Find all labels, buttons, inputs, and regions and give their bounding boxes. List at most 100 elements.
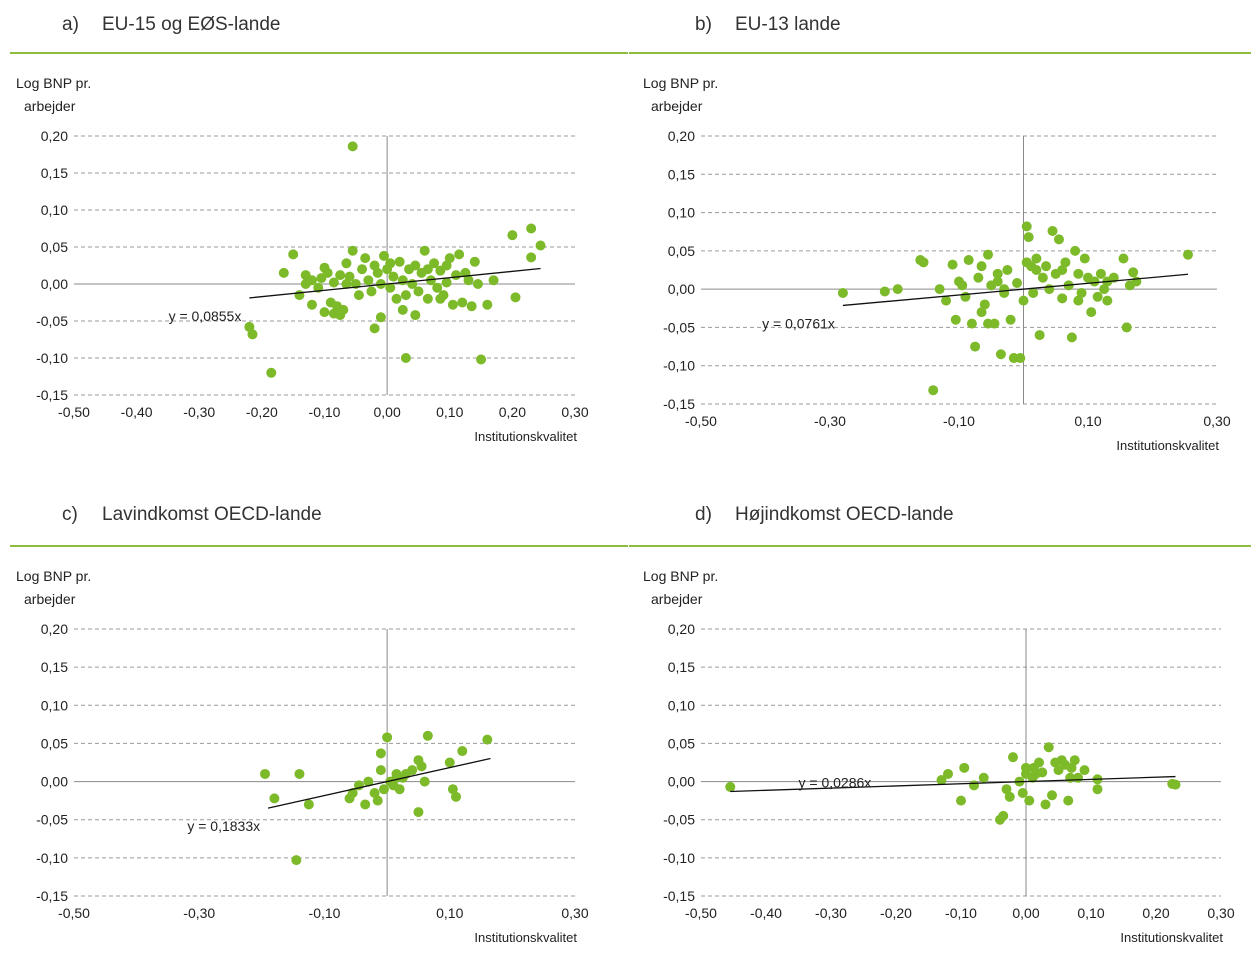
y-tick-label: 0,20 (41, 128, 68, 144)
data-point (966, 318, 977, 329)
data-point (936, 775, 947, 786)
data-point (372, 795, 383, 806)
data-point (1092, 291, 1103, 302)
data-point (451, 791, 462, 802)
data-point (1024, 795, 1035, 806)
y-axis-label: arbejder (651, 591, 703, 607)
data-point (410, 260, 421, 271)
x-tick-label: -0,20 (880, 905, 912, 921)
y-tick-label: 0,10 (668, 697, 695, 713)
y-tick-label: 0,15 (41, 165, 68, 181)
panel-title: a) EU-15 og EØS-lande (62, 14, 281, 36)
y-axis-label: arbejder (651, 98, 703, 114)
y-axis-label: arbejder (24, 98, 76, 114)
x-tick-label: -0,50 (58, 404, 90, 420)
data-point (1028, 762, 1039, 773)
data-point (976, 307, 987, 318)
panel-letter: b) (695, 14, 712, 35)
data-point (419, 776, 430, 787)
data-point (1044, 284, 1055, 295)
y-axis-label: Log BNP pr. (643, 568, 718, 584)
y-tick-label: -0,05 (36, 313, 68, 329)
data-point (1037, 767, 1048, 778)
data-point (341, 258, 352, 269)
data-point (995, 349, 1006, 360)
data-point (416, 761, 427, 772)
data-point (369, 323, 380, 334)
data-point (1031, 253, 1042, 264)
x-tick-label: 0,10 (436, 404, 463, 420)
data-point (1005, 314, 1016, 325)
y-tick-label: 0,05 (668, 243, 695, 259)
data-point (1001, 784, 1012, 795)
data-point (999, 287, 1010, 298)
x-tick-label: 0,10 (1077, 905, 1104, 921)
data-point (1004, 791, 1015, 802)
data-point (510, 292, 521, 303)
scatter-chart: -0,15 -0,10 -0,05 0,00 0,05 0,10 0,15 0,20 -0,50… (643, 568, 1235, 945)
panel-title: b) EU-13 lande (695, 14, 841, 36)
x-tick-label: -0,50 (685, 905, 717, 921)
y-tick-label: -0,10 (36, 850, 68, 866)
trendline (730, 775, 1176, 793)
data-point (432, 282, 443, 293)
y-tick-label: -0,05 (36, 812, 68, 828)
data-point (1040, 799, 1051, 810)
panel-c: c) Lavindkomst OECD-lande -0,15 -0,10 -0,05… (0, 490, 628, 967)
data-point (316, 273, 327, 284)
data-point (1070, 245, 1081, 256)
data-point (1008, 752, 1018, 763)
trendline (842, 273, 1189, 307)
title-rule (629, 52, 1251, 54)
trendline-equation: y = 0,0855x (169, 308, 242, 324)
data-point (375, 312, 386, 323)
data-point (1066, 332, 1077, 343)
data-point (300, 279, 311, 289)
x-tick-label: -0,50 (58, 905, 90, 921)
data-point (960, 291, 971, 302)
data-point (394, 256, 405, 267)
data-point (1099, 284, 1110, 295)
data-point (1047, 790, 1057, 801)
data-point (1041, 261, 1052, 272)
x-tick-label: -0,10 (945, 905, 977, 921)
data-point (1023, 232, 1034, 243)
data-point (1065, 772, 1076, 783)
data-point (1021, 768, 1031, 779)
data-point (360, 253, 371, 264)
data-point (978, 772, 989, 783)
data-point (360, 799, 371, 810)
data-point (382, 732, 393, 743)
scatter-chart: -0,15 -0,10 -0,05 0,00 0,05 0,10 0,15 0,20 -0,50… (16, 75, 589, 444)
data-point (463, 275, 474, 286)
data-point (1095, 268, 1106, 279)
data-point (266, 367, 277, 378)
panel-title-text: Lavindkomst OECD-lande (102, 504, 322, 525)
panel-d: d) Højindkomst OECD-lande -0,15 -0,10 -0,05… (629, 490, 1257, 967)
trendline (249, 267, 541, 299)
data-point (1017, 788, 1028, 799)
data-point (976, 261, 987, 272)
x-axis-label: Institutionskvalitet (474, 930, 577, 945)
title-rule (10, 545, 628, 547)
data-point (353, 290, 364, 301)
data-point (288, 249, 299, 260)
data-point (1066, 762, 1077, 773)
y-tick-label: -0,15 (36, 387, 68, 403)
data-point (959, 762, 970, 773)
data-point (1012, 278, 1023, 289)
data-point (366, 286, 377, 297)
data-point (441, 260, 452, 271)
data-point (934, 284, 945, 295)
panel-a: a) EU-15 og EØS-lande -0,15 -0,10 -0,05 0,00… (0, 0, 628, 483)
y-axis-label: Log BNP pr. (643, 75, 718, 91)
panel-title-text: EU-15 og EØS-lande (102, 14, 281, 35)
data-point (998, 810, 1009, 821)
data-point (983, 249, 994, 260)
data-point (1121, 322, 1132, 333)
panel-letter: a) (62, 14, 79, 35)
y-tick-label: -0,10 (663, 850, 695, 866)
data-point (347, 245, 358, 256)
data-point (294, 290, 305, 301)
data-point (413, 286, 424, 297)
